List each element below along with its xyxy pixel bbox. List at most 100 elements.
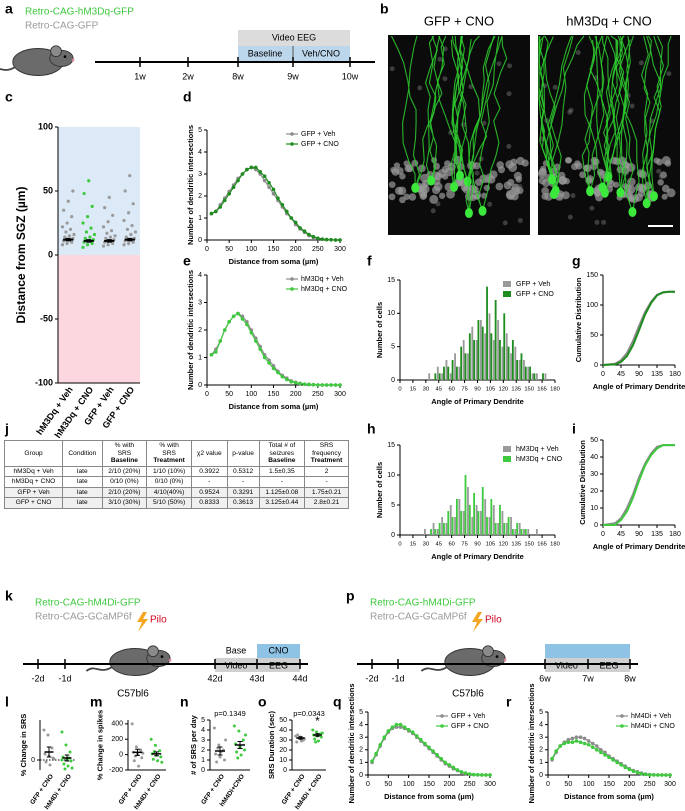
panel-letter: k (5, 588, 13, 604)
panel-letter: f (367, 253, 372, 269)
nucleus (515, 176, 523, 183)
table-cell: 0.3613 (226, 497, 260, 510)
data-point (574, 735, 579, 739)
timeline-label: -2d (365, 673, 378, 683)
table-cell: 0.3922 (190, 465, 228, 478)
bar (490, 333, 493, 380)
y-tick-label: 10 (590, 505, 598, 512)
data-point (280, 374, 285, 379)
data-point (244, 733, 248, 737)
y-tick-label: 4 (198, 272, 202, 279)
y-tick-label: 0 (198, 382, 202, 389)
data-point (68, 227, 73, 231)
timeline-label: 7w (582, 673, 594, 683)
bar (436, 366, 439, 380)
data-point (320, 383, 325, 387)
bar (445, 523, 448, 535)
y-tick-label: 50 (43, 185, 53, 195)
timeline-label: 8w (232, 71, 244, 81)
table-cell: hM3Dq + Veh (3, 465, 64, 478)
series-line (602, 444, 675, 526)
x-tick-label: 250 (312, 246, 324, 253)
data-point (231, 314, 236, 319)
bar (460, 511, 463, 535)
data-point (647, 772, 652, 777)
data-point (390, 725, 395, 729)
data-point (398, 725, 403, 729)
bar (520, 353, 523, 380)
data-point (64, 230, 68, 234)
nucleus (430, 208, 436, 214)
y-tick-label: 2 (539, 747, 543, 754)
data-point (68, 750, 72, 754)
y-tick-label: 0 (594, 362, 598, 369)
series-line (211, 166, 340, 241)
x-tick-label: 300 (334, 391, 346, 398)
y-axis-label: # of SRS per day (189, 714, 198, 774)
y-tick-label: 0 (48, 249, 53, 259)
data-point (406, 727, 411, 732)
data-point (627, 767, 632, 772)
nucleus (567, 109, 573, 115)
data-point (62, 208, 66, 212)
x-tick-label: 120 (498, 542, 508, 548)
bar (514, 346, 517, 380)
data-point (262, 174, 267, 178)
bar (518, 360, 521, 380)
table-cell: GFP + Veh (3, 486, 64, 499)
table-cell: - (226, 476, 260, 488)
nucleus (638, 60, 644, 66)
panel-letter: m (90, 694, 102, 710)
y-axis-label: Number of dendritic intersections (186, 125, 195, 245)
nucleus (435, 201, 441, 207)
soma (450, 181, 459, 192)
data-point (467, 772, 472, 776)
header-cell: % with SRS Treatment (146, 440, 192, 467)
data-point (582, 736, 587, 741)
data-point (104, 236, 108, 240)
data-point (113, 234, 117, 238)
virus-label: Retro-CAG-hM3Dq-GFP (25, 7, 134, 18)
bar (499, 340, 501, 380)
table-panel: Group Condition% with SRS Baseline% with SRS… (3, 440, 349, 510)
panel-letter: d (183, 89, 192, 105)
data-point (471, 772, 476, 777)
legend-marker (440, 724, 444, 728)
nucleus (389, 66, 395, 72)
x-tick-label: 15 (410, 387, 416, 393)
y-tick-label: 100 (586, 302, 598, 309)
nucleus (589, 205, 595, 211)
nucleus (507, 63, 513, 69)
data-point (316, 236, 320, 241)
data-point (158, 749, 162, 753)
mouse-illustration (420, 645, 507, 676)
y-axis-label: Number of cells (375, 462, 384, 518)
nucleus (561, 191, 570, 200)
x-tick-label: 200 (623, 781, 635, 788)
data-point (329, 237, 333, 242)
data-point (60, 243, 65, 247)
bar (447, 511, 450, 535)
bar (523, 529, 525, 535)
y-tick-label: 2 (201, 747, 205, 754)
table-cell: 1.125±0.08 (258, 486, 306, 499)
data-point (103, 206, 107, 210)
nucleus (565, 157, 572, 164)
data-point (214, 209, 218, 214)
nucleus (468, 84, 474, 90)
drug-label: Pilo (485, 615, 502, 626)
y-axis-label: Cumulative Distribution (574, 277, 583, 362)
data-point (267, 181, 271, 185)
data-point (293, 220, 298, 225)
data-point (63, 235, 67, 239)
soma (455, 170, 464, 181)
data-point (209, 352, 214, 357)
bar (473, 340, 476, 380)
data-point (419, 737, 423, 742)
x-tick-label: 0 (398, 542, 401, 548)
x-tick-label: 50 (225, 391, 233, 398)
data-point (280, 203, 285, 207)
x-axis-label: Distance from soma (µm) (564, 792, 654, 801)
data-point (289, 379, 294, 384)
x-axis-label: Distance from soma (µm) (229, 402, 319, 411)
